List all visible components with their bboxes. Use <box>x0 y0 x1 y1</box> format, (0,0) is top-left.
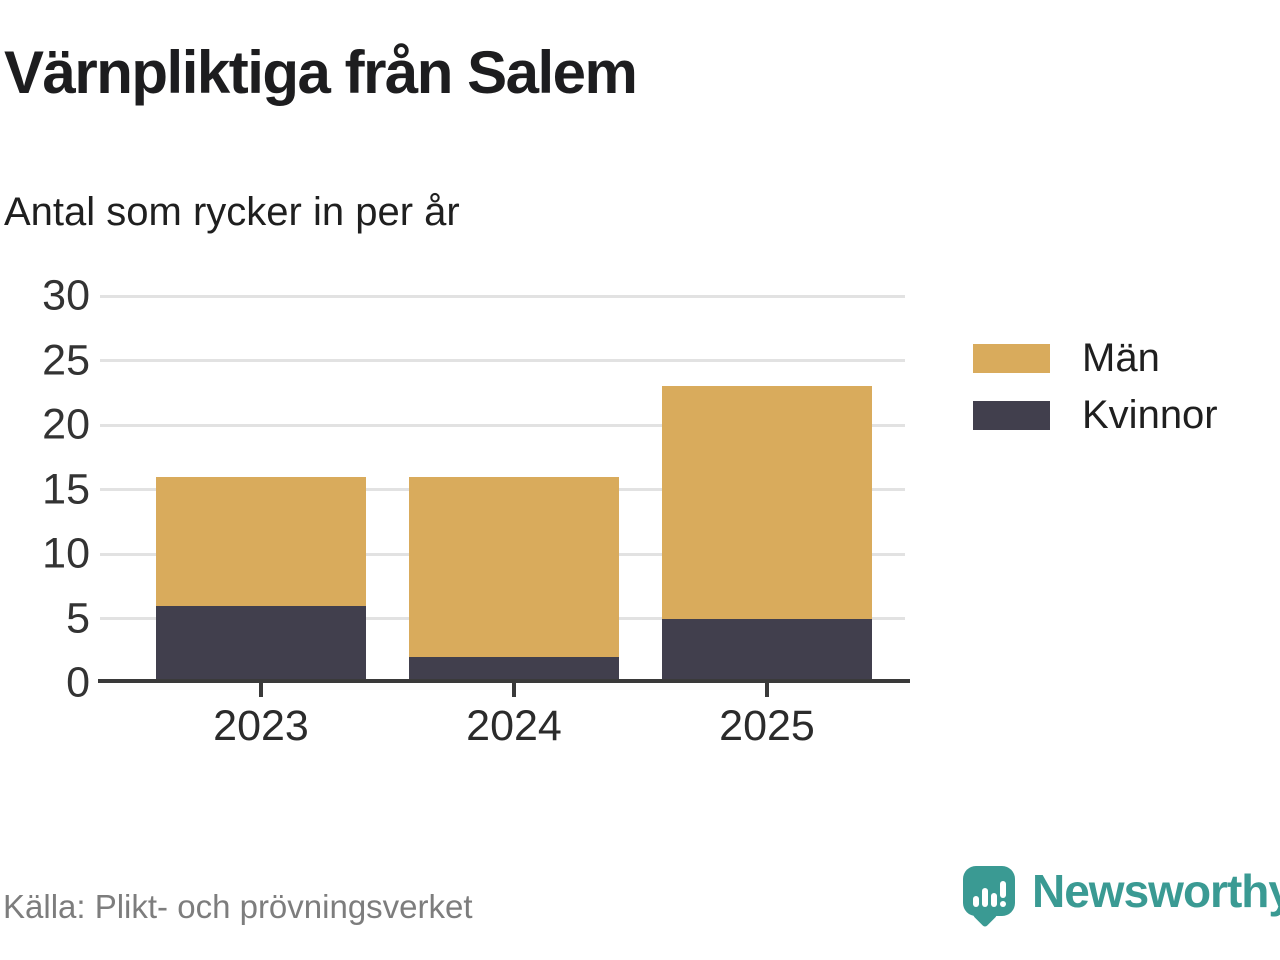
y-tick-label-20: 20 <box>42 400 90 449</box>
y-axis-labels: 0 5 10 15 20 25 30 <box>0 272 90 707</box>
logo-exclamation-icon <box>999 881 1006 907</box>
plot-area <box>100 294 905 683</box>
gridline-20 <box>100 423 905 427</box>
legend-swatch-kvinnor <box>973 400 1050 430</box>
legend-swatch-män <box>973 343 1050 373</box>
y-tick-label-0: 0 <box>66 658 90 707</box>
y-tick-label-15: 15 <box>42 465 90 513</box>
bar-2025-män <box>662 386 872 619</box>
logo-bar-icon <box>981 888 988 907</box>
chart-title: Värnpliktiga från Salem <box>4 39 638 106</box>
bar-2025-kvinnor <box>662 618 872 683</box>
source-caption: Källa: Plikt- och prövningsverket <box>3 888 473 925</box>
legend: Män Kvinnor <box>973 338 1218 452</box>
y-tick-label-25: 25 <box>42 336 90 384</box>
gridline-30 <box>100 294 905 298</box>
x-tick-2025 <box>765 683 769 697</box>
x-tick-label-2024: 2024 <box>466 702 562 750</box>
x-tick-2024 <box>512 683 516 697</box>
bar-2023-kvinnor <box>156 605 366 683</box>
legend-item-män: Män <box>973 338 1218 378</box>
x-tick-2023 <box>259 683 263 697</box>
gridline-25 <box>100 359 905 362</box>
x-tick-label-2025: 2025 <box>719 702 815 750</box>
bar-2024-män <box>409 476 619 658</box>
x-axis-line <box>98 679 910 683</box>
x-tick-label-2023: 2023 <box>213 702 309 750</box>
logo-bar-chart-bubble-icon <box>963 866 1015 916</box>
bar-2023-män <box>156 476 366 606</box>
logo-bar-icon <box>972 896 979 907</box>
legend-label-män: Män <box>1082 336 1160 380</box>
y-tick-label-30: 30 <box>42 271 90 320</box>
y-tick-label-5: 5 <box>66 594 90 642</box>
newsworthy-logo: Newsworthy <box>963 864 1280 934</box>
brand-name: Newsworthy <box>1032 865 1280 917</box>
legend-label-kvinnor: Kvinnor <box>1082 393 1218 437</box>
bar-2024-kvinnor <box>409 657 619 683</box>
legend-item-kvinnor: Kvinnor <box>973 395 1218 435</box>
logo-bar-icon <box>990 893 997 907</box>
y-tick-label-10: 10 <box>42 529 90 578</box>
chart-subtitle: Antal som rycker in per år <box>4 190 460 234</box>
